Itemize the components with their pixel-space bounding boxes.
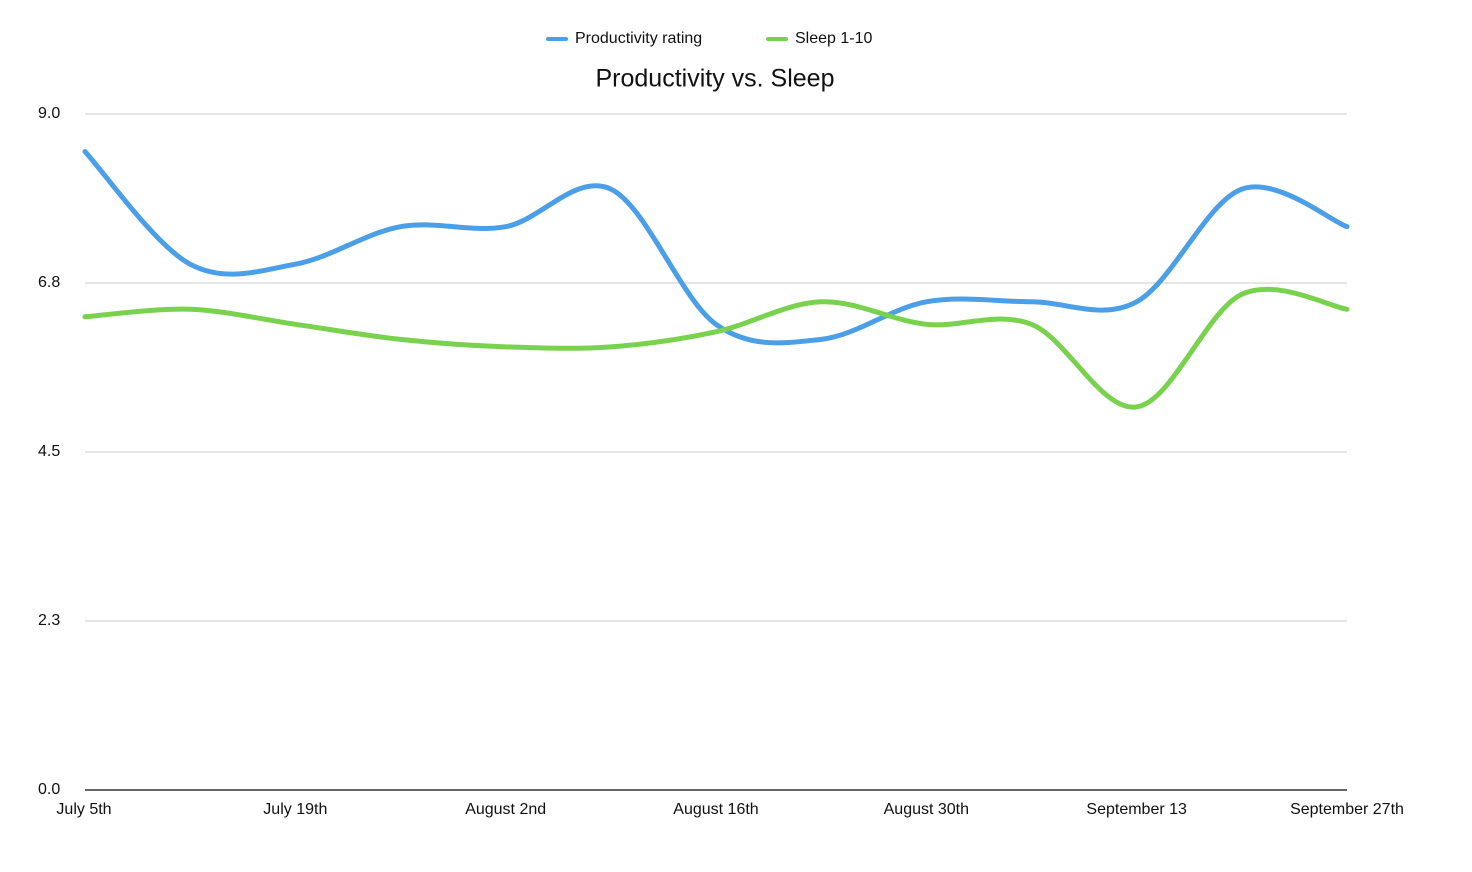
legend-label: Productivity rating [575, 30, 702, 47]
y-tick-label: 0.0 [38, 781, 60, 798]
x-tick-label: August 2nd [465, 801, 546, 818]
legend-label: Sleep 1-10 [795, 30, 872, 47]
data-line [82, 149, 1350, 346]
x-tick-label: September 13 [1086, 801, 1187, 818]
y-tick-label: 6.8 [38, 274, 60, 291]
y-tick-label: 2.3 [38, 612, 60, 629]
chart-title: Productivity vs. Sleep [596, 65, 835, 93]
x-tick-label: July 5th [56, 801, 111, 818]
x-tick-label: September 27th [1290, 801, 1404, 818]
x-tick-label: August 30th [884, 801, 969, 818]
x-tick-label: August 16th [673, 801, 758, 818]
y-tick-label: 4.5 [38, 443, 60, 460]
data-line [82, 286, 1350, 410]
y-tick-label: 9.0 [38, 105, 60, 122]
x-tick-label: July 19th [263, 801, 327, 818]
